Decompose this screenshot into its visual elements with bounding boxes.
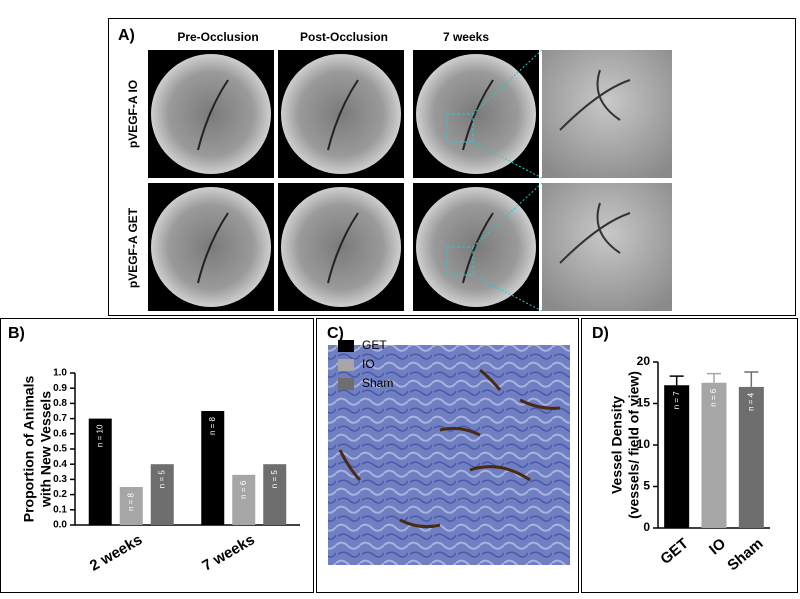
vessel xyxy=(559,202,631,264)
y-tick-label: 0.9 xyxy=(53,383,67,394)
y-axis-label: (vessels/ field of view) xyxy=(626,371,642,519)
y-tick-label: 0.4 xyxy=(53,459,67,470)
angiogram-field xyxy=(151,187,271,307)
zoom-image xyxy=(542,183,672,311)
n-label: n = 8 xyxy=(126,492,135,511)
panel-b-frame xyxy=(0,318,314,593)
panel-a-frame xyxy=(108,18,796,316)
y-tick-label: 1.0 xyxy=(53,368,67,379)
y-axis-label: with New Vessels xyxy=(38,391,54,508)
y-tick-label: 10 xyxy=(637,437,651,451)
legend-label: Sham xyxy=(362,376,393,390)
bar xyxy=(738,386,764,528)
y-tick-label: 0.6 xyxy=(53,428,67,439)
bar xyxy=(88,418,112,525)
histology-image xyxy=(328,345,570,565)
y-tick-label: 0.7 xyxy=(53,413,67,424)
column-header: 7 weeks xyxy=(443,30,489,44)
n-label: n = 8 xyxy=(208,416,217,435)
vessel xyxy=(327,79,359,151)
y-tick-label: 5 xyxy=(643,479,650,493)
bar xyxy=(232,474,256,525)
row-label: pVEGF-A IO xyxy=(126,80,140,148)
x-tick-label: 2 weeks xyxy=(87,531,145,574)
zoom-box xyxy=(446,113,474,143)
bar xyxy=(119,487,143,525)
angiogram-field xyxy=(151,54,271,174)
zoom-line xyxy=(472,141,543,179)
vessel xyxy=(197,212,229,284)
y-axis-label: Vessel Density xyxy=(609,396,625,494)
vessel xyxy=(462,212,494,284)
n-label: n = 4 xyxy=(746,392,755,411)
n-label: n = 6 xyxy=(709,388,718,407)
bar xyxy=(263,464,287,525)
n-label: n = 10 xyxy=(95,424,104,447)
y-tick-label: 0.3 xyxy=(53,474,67,485)
error-bar xyxy=(669,375,684,386)
n-label: n = 5 xyxy=(270,470,279,489)
bar xyxy=(150,464,174,525)
vessel xyxy=(197,79,229,151)
y-tick-label: 0.2 xyxy=(53,489,67,500)
row-label: pVEGF-A GET xyxy=(126,207,140,288)
zoom-line xyxy=(472,274,543,312)
x-tick-label: Sham xyxy=(724,535,766,574)
y-axis-label: Proportion of Animals xyxy=(21,376,37,523)
error-bar xyxy=(707,372,721,383)
angiogram-field xyxy=(281,54,401,174)
error-bar xyxy=(744,371,759,387)
legend-swatch xyxy=(338,340,354,352)
n-label: n = 7 xyxy=(672,391,681,410)
panel-label: D) xyxy=(592,325,609,342)
x-tick-label: 7 weeks xyxy=(199,531,257,574)
panel-c-frame xyxy=(316,318,579,593)
panel-label: C) xyxy=(327,325,344,342)
angiogram-grid xyxy=(148,49,672,312)
vessel xyxy=(327,212,359,284)
y-tick-label: 0.8 xyxy=(53,398,67,409)
n-label: n = 5 xyxy=(157,470,166,489)
vessel xyxy=(462,79,494,151)
x-tick-label: IO xyxy=(706,535,729,558)
zoom-box xyxy=(446,246,474,276)
y-tick-label: 0.0 xyxy=(53,520,67,531)
bar xyxy=(701,382,727,528)
bar xyxy=(201,411,225,525)
angiogram-field xyxy=(281,187,401,307)
column-header: Pre-Occlusion xyxy=(177,30,258,44)
y-tick-label: 15 xyxy=(637,396,651,410)
bar xyxy=(664,385,690,528)
vessel xyxy=(559,69,631,131)
legend-label: IO xyxy=(362,357,375,371)
legend-swatch xyxy=(338,359,354,371)
panel-d-frame xyxy=(581,318,798,593)
y-tick-label: 0 xyxy=(643,520,650,534)
legend-label: GET xyxy=(362,338,387,352)
panel-label: A) xyxy=(118,27,135,44)
zoom-image xyxy=(542,50,672,178)
y-tick-label: 20 xyxy=(637,354,651,368)
y-tick-label: 0.1 xyxy=(53,504,67,515)
vessel-stains xyxy=(338,368,561,529)
n-label: n = 6 xyxy=(239,480,248,499)
column-header: Post-Occlusion xyxy=(300,30,388,44)
legend-swatch xyxy=(338,378,354,390)
y-tick-label: 0.5 xyxy=(53,444,67,455)
panel-label: B) xyxy=(8,325,25,342)
x-tick-label: GET xyxy=(657,535,692,568)
